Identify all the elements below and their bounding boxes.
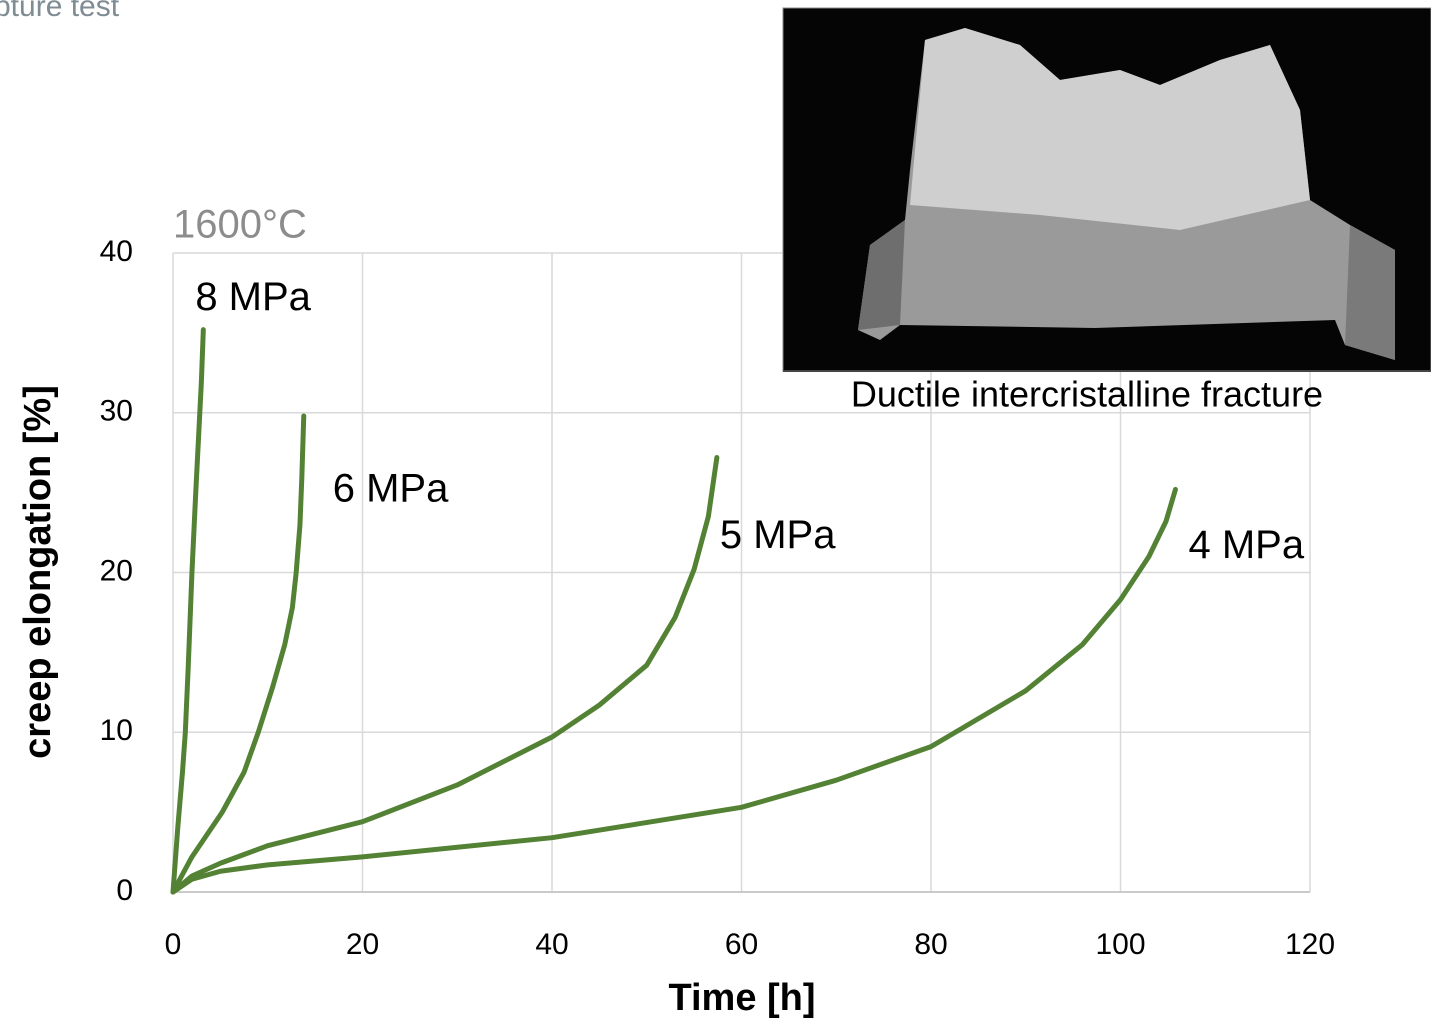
y-tick-label: 0 bbox=[116, 874, 133, 907]
photo-fracture-surface bbox=[910, 28, 1310, 230]
x-axis-title: Time [h] bbox=[668, 977, 815, 1019]
series-line bbox=[170, 413, 307, 895]
annotation: 1600°C bbox=[173, 203, 307, 247]
y-tick-label: 10 bbox=[100, 714, 133, 747]
photo bbox=[782, 7, 1431, 372]
y-axis-title: creep elongation [%] bbox=[17, 385, 59, 759]
series-label: 4 MPa bbox=[1188, 523, 1304, 567]
series-line bbox=[170, 486, 1178, 895]
series-label: 5 MPa bbox=[720, 513, 836, 557]
series-label: 8 MPa bbox=[195, 275, 311, 319]
photo-shoulder bbox=[858, 220, 905, 330]
series-line bbox=[170, 327, 206, 895]
x-tick-label: 100 bbox=[1095, 928, 1145, 961]
header-title: pture test bbox=[0, 0, 120, 23]
x-tick-label: 20 bbox=[346, 928, 379, 961]
x-tick-label: 0 bbox=[165, 928, 182, 961]
series-line bbox=[170, 454, 720, 895]
series-label: 6 MPa bbox=[333, 467, 449, 511]
x-tick-label: 80 bbox=[914, 928, 947, 961]
x-tick-label: 40 bbox=[535, 928, 568, 961]
y-tick-label: 40 bbox=[100, 235, 133, 268]
y-tick-label: 20 bbox=[100, 554, 133, 587]
y-tick-label: 30 bbox=[100, 395, 133, 428]
photo-shoulder bbox=[1345, 225, 1395, 360]
x-tick-label: 120 bbox=[1285, 928, 1335, 961]
x-tick-label: 60 bbox=[725, 928, 758, 961]
photo-caption: Ductile intercristalline fracture bbox=[851, 374, 1323, 415]
